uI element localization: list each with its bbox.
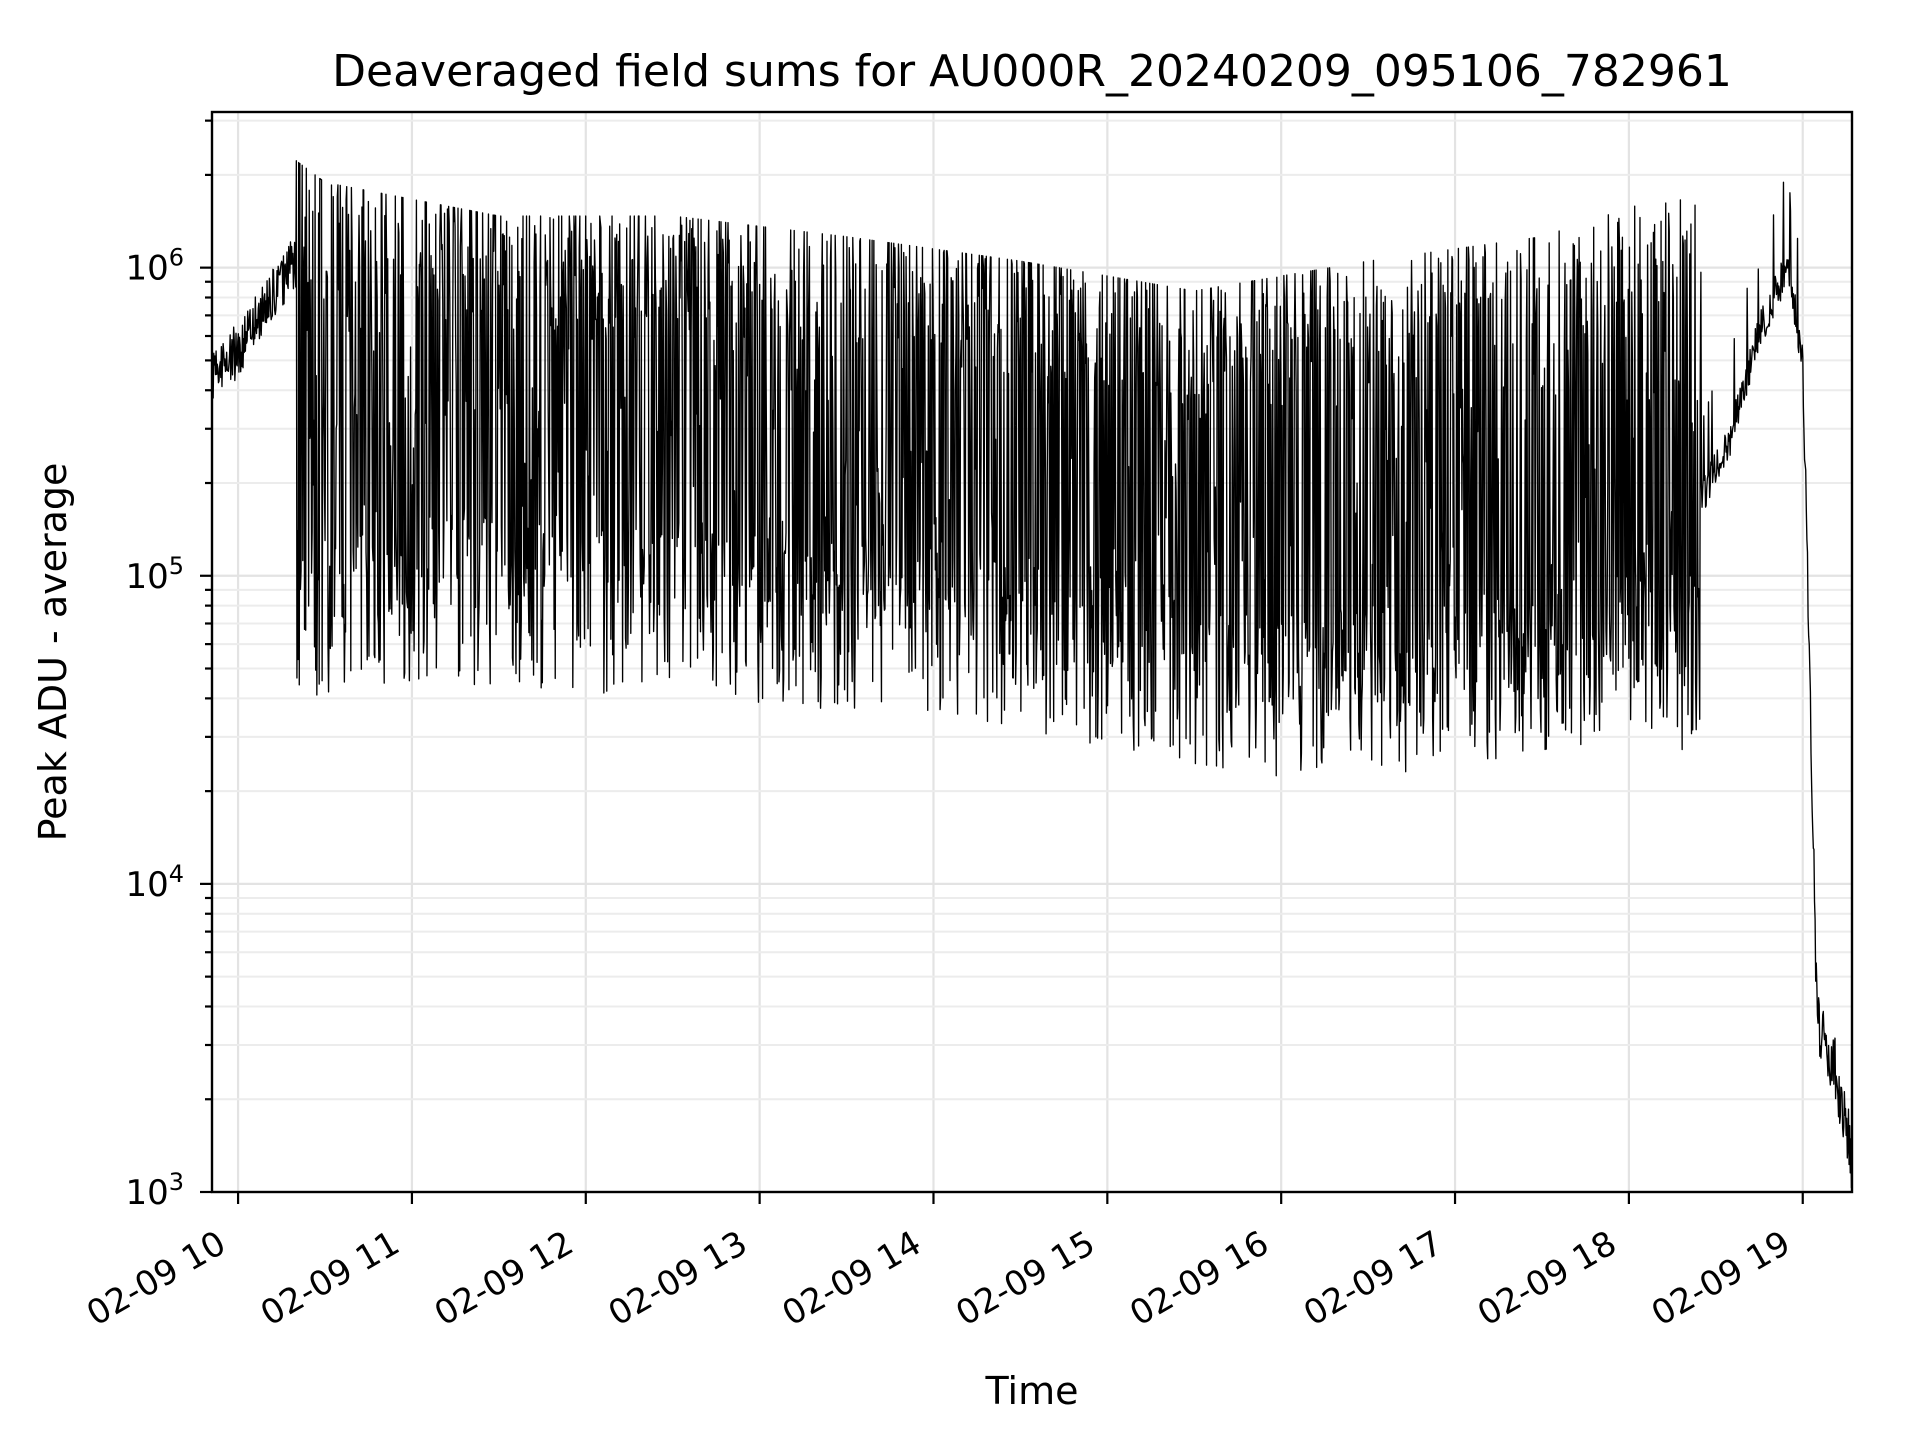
x-axis-label: Time: [985, 1369, 1079, 1413]
y-tick-label: 103: [125, 1168, 184, 1213]
y-tick-exponent: 5: [169, 552, 184, 580]
y-tick-base: 10: [125, 249, 168, 289]
plot-frame: [210, 110, 1854, 1194]
y-tick-base: 10: [125, 1173, 168, 1213]
y-tick-base: 10: [125, 557, 168, 597]
y-tick-label: 105: [125, 552, 184, 597]
y-tick-base: 10: [125, 865, 168, 905]
y-axis-label: Peak ADU - average: [31, 463, 75, 842]
chart-title: Deaveraged field sums for AU000R_2024020…: [332, 46, 1732, 97]
y-tick-label: 106: [125, 244, 184, 289]
y-tick-exponent: 3: [169, 1168, 184, 1196]
y-tick-exponent: 4: [169, 860, 184, 888]
y-tick-exponent: 6: [169, 244, 184, 272]
series-line: [211, 160, 1853, 1189]
y-tick-label: 104: [125, 860, 184, 905]
series-layer: [211, 160, 1853, 1189]
